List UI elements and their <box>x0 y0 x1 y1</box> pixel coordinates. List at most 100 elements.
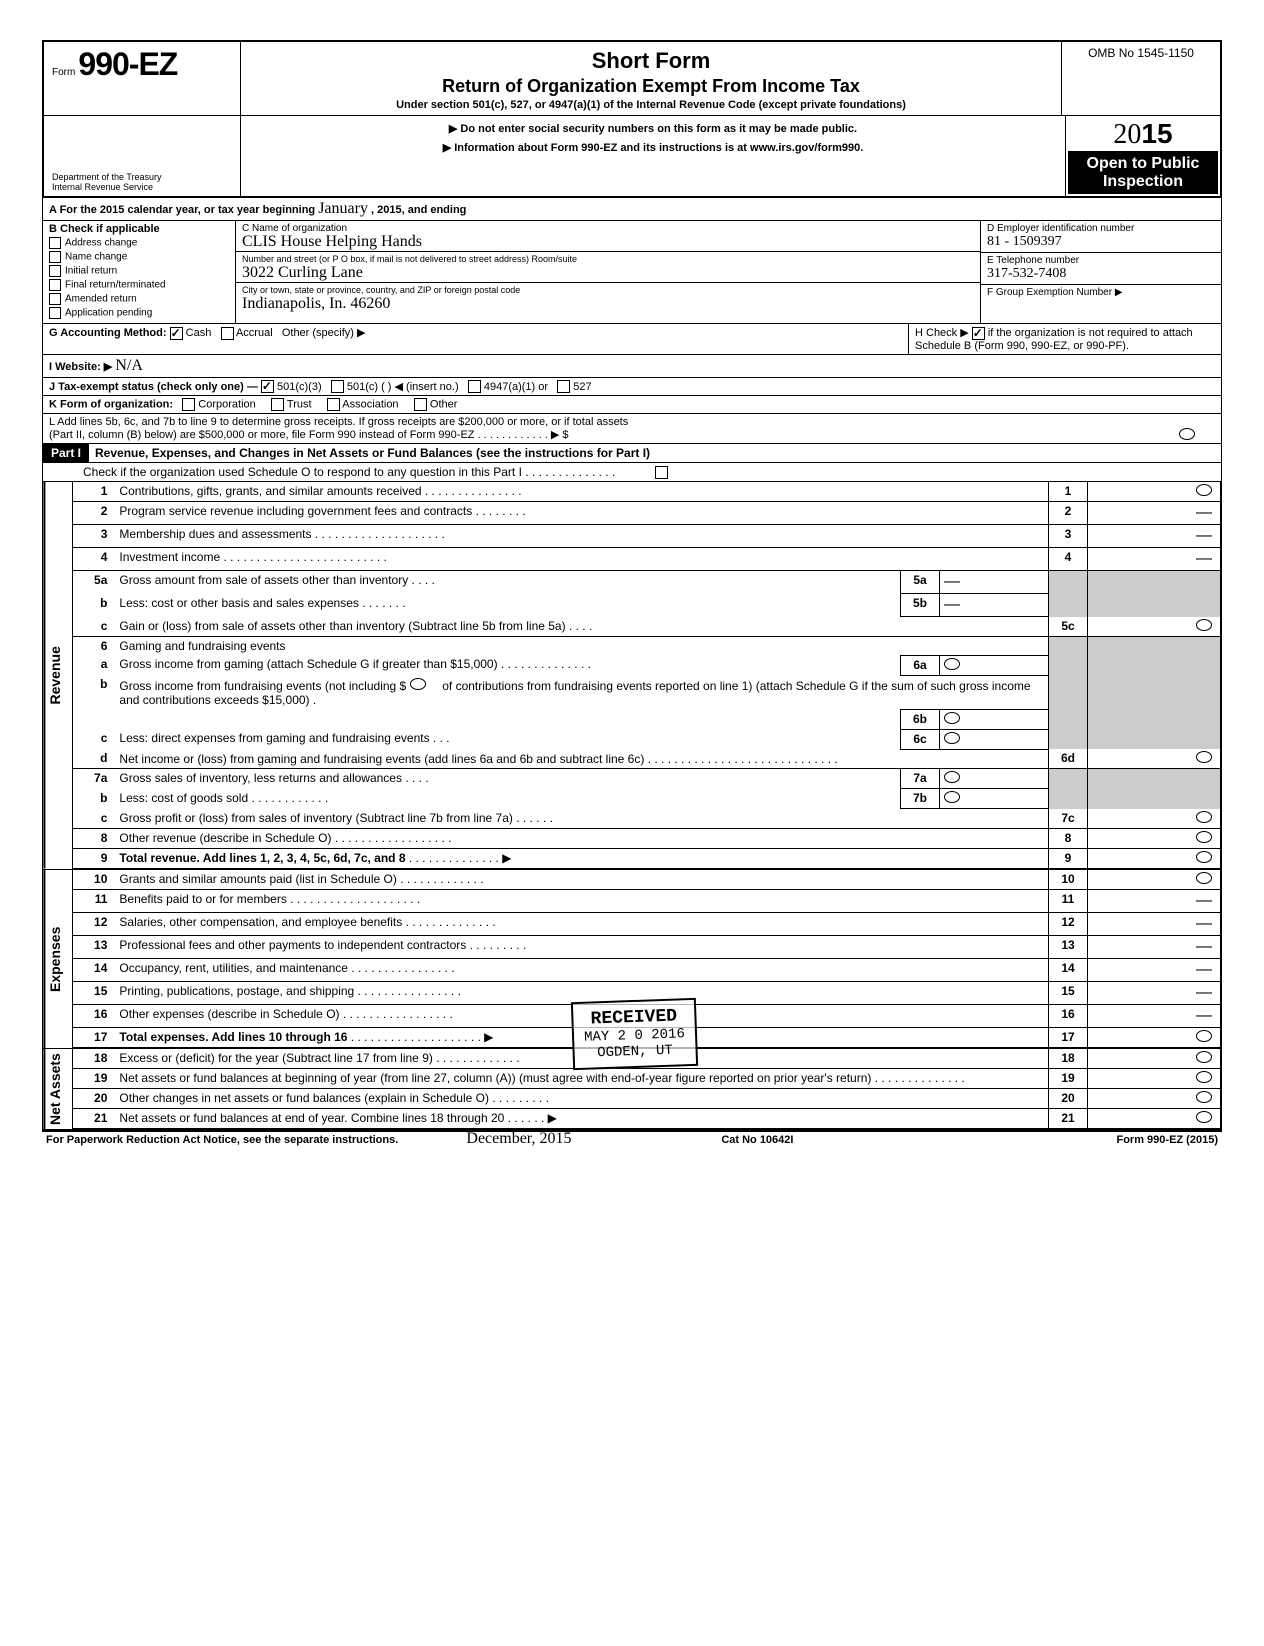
row-j: J Tax-exempt status (check only one) — 5… <box>42 378 1222 397</box>
chk-h[interactable] <box>972 327 985 340</box>
f-label: F Group Exemption Number ▶ <box>987 287 1215 298</box>
v20 <box>1196 1091 1212 1103</box>
v2: — <box>1196 504 1212 521</box>
chk-final[interactable]: Final return/terminated <box>49 279 229 291</box>
form-number: 990-EZ <box>78 46 177 82</box>
line-6b: bGross income from fundraising events (n… <box>73 675 1221 709</box>
g-other: Other (specify) ▶ <box>282 327 366 339</box>
chk-527[interactable] <box>557 380 570 393</box>
footer-mid: Cat No 10642I <box>721 1134 793 1146</box>
l1-text: Contributions, gifts, grants, and simila… <box>119 484 428 498</box>
chk-accrual[interactable] <box>221 327 234 340</box>
year-cell: 2015 Open to Public Inspection <box>1066 116 1220 196</box>
line-12: 12Salaries, other compensation, and empl… <box>73 912 1221 935</box>
line-6d: dNet income or (loss) from gaming and fu… <box>73 749 1221 769</box>
d-label: D Employer identification number <box>987 223 1215 234</box>
c-name-row: C Name of organization CLIS House Helpin… <box>236 221 980 252</box>
line-7a: 7aGross sales of inventory, less returns… <box>73 769 1221 789</box>
chk-amended[interactable]: Amended return <box>49 293 229 305</box>
row-l: L Add lines 5b, 6c, and 7b to line 9 to … <box>42 414 1222 444</box>
chk-initial[interactable]: Initial return <box>49 265 229 277</box>
l3-text: Membership dues and assessments . <box>119 527 318 541</box>
part-1-header: Part I Revenue, Expenses, and Changes in… <box>42 444 1222 463</box>
line-19: 19Net assets or fund balances at beginni… <box>73 1068 1221 1088</box>
v8 <box>1196 831 1212 843</box>
title-1: Short Form <box>251 48 1051 74</box>
v12: — <box>1196 915 1212 932</box>
l-val <box>1179 428 1195 440</box>
line-6c: cLess: direct expenses from gaming and f… <box>73 729 1221 749</box>
year-bold: 15 <box>1141 118 1172 149</box>
c-city-row: City or town, state or province, country… <box>236 283 980 313</box>
j-o1: 501(c)(3) <box>277 381 322 393</box>
h-cell: H Check ▶ if the organization is not req… <box>909 324 1221 354</box>
d-val: 81 - 1509397 <box>987 234 1062 249</box>
vert-expenses: Expenses <box>43 870 72 1048</box>
line-8: 8Other revenue (describe in Schedule O) … <box>73 828 1221 848</box>
l4-text: Investment income <box>119 550 220 564</box>
line-4: 4Investment income . . . . . . . . . . .… <box>73 548 1221 571</box>
l5c-text: Gain or (loss) from sale of assets other… <box>119 619 572 633</box>
l17-text: Total expenses. Add lines 10 through 16 <box>119 1030 347 1044</box>
line-2: 2Program service revenue including gover… <box>73 502 1221 525</box>
c-addr-label: Number and street (or P O box, if mail i… <box>242 254 974 264</box>
line-10: 10Grants and similar amounts paid (list … <box>73 870 1221 890</box>
section-a: A For the 2015 calendar year, or tax yea… <box>42 198 1222 221</box>
chk-address[interactable]: Address change <box>49 237 229 249</box>
line-1: 1Contributions, gifts, grants, and simil… <box>73 482 1221 502</box>
chk-name[interactable]: Name change <box>49 251 229 263</box>
v19 <box>1196 1071 1212 1083</box>
v15: — <box>1196 984 1212 1001</box>
chk-corp[interactable] <box>182 398 195 411</box>
c-addr-val: 3022 Curling Lane <box>242 264 363 282</box>
l12-text: Salaries, other compensation, and employ… <box>119 915 409 929</box>
k-o3: Association <box>342 399 398 411</box>
title-2: Return of Organization Exempt From Incom… <box>251 76 1051 97</box>
e-row: E Telephone number 317-532-7408 <box>981 253 1221 285</box>
j-o2: 501(c) ( ) ◀ (insert no.) <box>347 381 459 393</box>
footer: For Paperwork Reduction Act Notice, see … <box>42 1130 1222 1148</box>
chk-cash[interactable] <box>170 327 183 340</box>
col-b: B Check if applicable Address change Nam… <box>43 221 236 323</box>
chk-assoc[interactable] <box>327 398 340 411</box>
e-label: E Telephone number <box>987 255 1215 266</box>
row-g-h: G Accounting Method: Cash Accrual Other … <box>42 324 1222 355</box>
k-o1: Corporation <box>198 399 255 411</box>
col-c: C Name of organization CLIS House Helpin… <box>236 221 981 323</box>
l6b1-text: Gross income from fundraising events (no… <box>119 679 406 693</box>
end-hand: December, 2015 <box>466 1130 571 1148</box>
part-1-check: Check if the organization used Schedule … <box>42 463 1222 482</box>
k-o2: Trust <box>287 399 312 411</box>
l10-text: Grants and similar amounts paid (list in… <box>119 872 396 886</box>
year-outline: 20 <box>1113 119 1141 150</box>
v14: — <box>1196 961 1212 978</box>
line-21: 21Net assets or fund balances at end of … <box>73 1108 1221 1128</box>
chk-501c3[interactable] <box>261 380 274 393</box>
v5a: — <box>944 573 960 590</box>
chk-pending[interactable]: Application pending <box>49 307 229 319</box>
part-title: Revenue, Expenses, and Changes in Net As… <box>89 444 1221 462</box>
chk-other[interactable] <box>414 398 427 411</box>
line-6b-val: 6b <box>73 709 1221 729</box>
chk-trust[interactable] <box>271 398 284 411</box>
footer-left: For Paperwork Reduction Act Notice, see … <box>46 1134 398 1146</box>
received-stamp: RECEIVED MAY 2 0 2016 OGDEN, UT <box>571 998 698 1070</box>
title-3: Under section 501(c), 527, or 4947(a)(1)… <box>251 99 1051 111</box>
section-a-label: A For the 2015 calendar year, or tax yea… <box>49 204 315 216</box>
chk-part1[interactable] <box>655 466 668 479</box>
row-i: I Website: ▶ N/A <box>42 355 1222 378</box>
chk-501c[interactable] <box>331 380 344 393</box>
v16: — <box>1196 1007 1212 1024</box>
line-20: 20Other changes in net assets or fund ba… <box>73 1088 1221 1108</box>
v18 <box>1196 1051 1212 1063</box>
l21-text: Net assets or fund balances at end of ye… <box>119 1111 504 1125</box>
year-text: 2015 <box>1068 118 1218 151</box>
title-cell: Short Form Return of Organization Exempt… <box>241 42 1062 115</box>
footer-right: Form 990-EZ (2015) <box>1116 1134 1218 1146</box>
revenue-table: 1Contributions, gifts, grants, and simil… <box>72 482 1221 869</box>
part-check-text: Check if the organization used Schedule … <box>43 463 655 481</box>
dept-cell: Department of the Treasury Internal Reve… <box>44 116 241 196</box>
chk-4947[interactable] <box>468 380 481 393</box>
l11-text: Benefits paid to or for members <box>119 892 286 906</box>
v5c <box>1196 619 1212 631</box>
